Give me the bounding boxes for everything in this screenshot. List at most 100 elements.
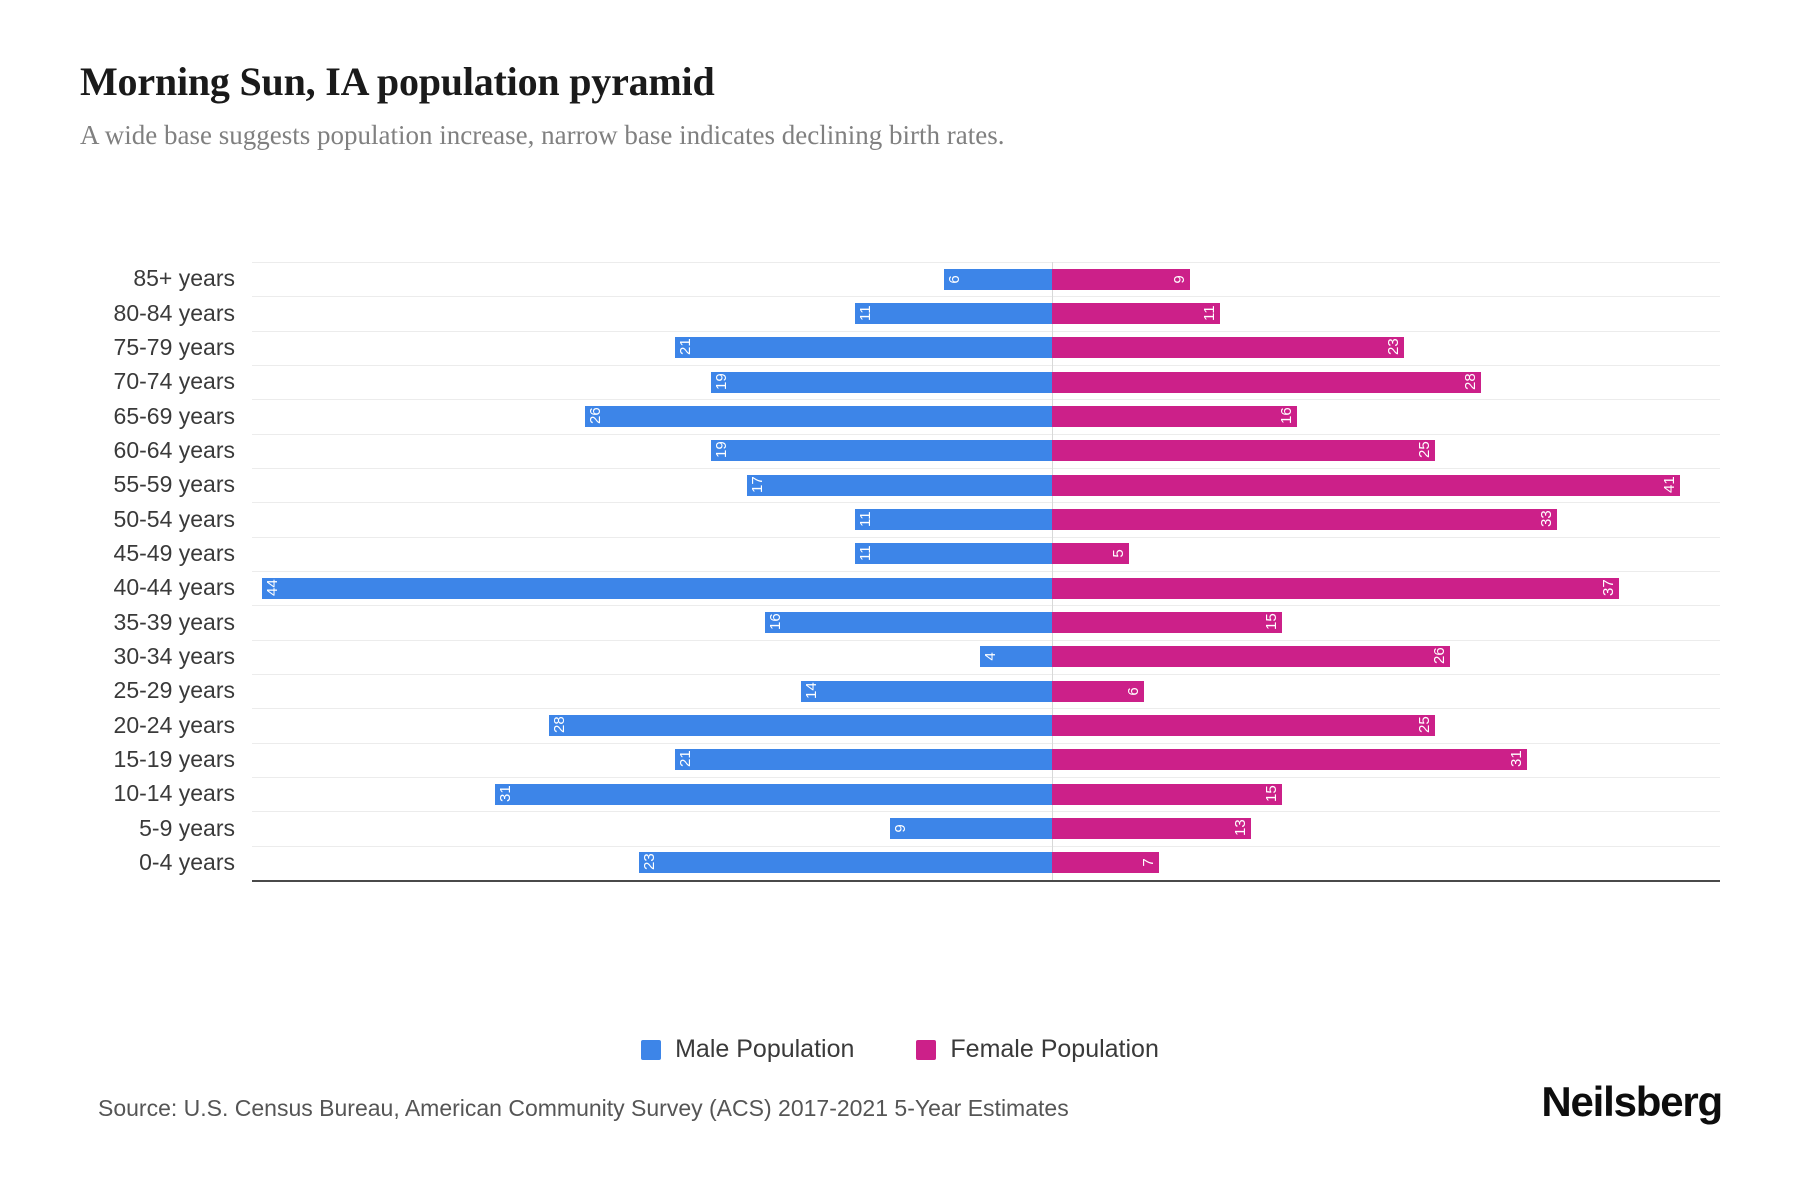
y-axis-tick-label: 35-39 years bbox=[113, 608, 235, 635]
bar-male[interactable]: 11 bbox=[854, 509, 1052, 530]
bar-male[interactable]: 26 bbox=[585, 406, 1052, 427]
bar-female[interactable]: 25 bbox=[1052, 440, 1435, 462]
bar-row-male: 11 33 bbox=[252, 509, 1720, 530]
grid-line bbox=[252, 674, 1720, 675]
bar-value-label-male: 19 bbox=[712, 441, 730, 459]
bar-male[interactable]: 21 bbox=[674, 749, 1052, 771]
bar-female[interactable]: 41 bbox=[1052, 474, 1680, 496]
bar-row-male: 4 26 bbox=[252, 646, 1720, 668]
bar-male[interactable]: 44 bbox=[262, 577, 1052, 599]
bar-male[interactable]: 31 bbox=[495, 783, 1052, 805]
bar-value-label-male: 11 bbox=[856, 511, 874, 527]
bar-female[interactable]: 15 bbox=[1052, 783, 1282, 805]
bar-female[interactable]: 5 bbox=[1052, 543, 1129, 565]
bar-female[interactable]: 31 bbox=[1052, 749, 1527, 771]
legend-item-male[interactable]: Male Population bbox=[641, 1035, 854, 1064]
bar-female[interactable]: 26 bbox=[1052, 646, 1451, 668]
x-axis-line bbox=[252, 880, 1720, 882]
bar-male[interactable]: 17 bbox=[746, 474, 1052, 496]
grid-line bbox=[252, 845, 1720, 847]
bar-value-label-female: 26 bbox=[1431, 647, 1449, 665]
grid-line bbox=[252, 399, 1720, 401]
bar-female[interactable]: 7 bbox=[1052, 852, 1160, 874]
bar-male[interactable]: 16 bbox=[764, 612, 1052, 633]
bar-value-label-female: 15 bbox=[1262, 613, 1280, 630]
bar-male[interactable]: 11 bbox=[854, 543, 1052, 565]
chart-legend: Male Population Female Population bbox=[0, 1035, 1800, 1064]
bar-male[interactable]: 14 bbox=[800, 680, 1052, 702]
bar-value-label-female: 28 bbox=[1461, 372, 1479, 390]
bar-female[interactable]: 33 bbox=[1052, 509, 1558, 530]
bar-row-male: 9 13 bbox=[252, 818, 1720, 839]
bar-value-label-male: 6 bbox=[946, 274, 964, 284]
y-axis-tick-label: 5-9 years bbox=[139, 814, 235, 841]
bar-value-label-female: 37 bbox=[1599, 578, 1617, 596]
bar-value-label-male: 11 bbox=[856, 545, 874, 562]
bar-value-label-male: 21 bbox=[676, 750, 694, 768]
bar-male[interactable]: 28 bbox=[549, 715, 1052, 736]
bar-male[interactable]: 6 bbox=[944, 268, 1052, 290]
bar-female[interactable]: 13 bbox=[1052, 818, 1252, 839]
bar-male[interactable]: 9 bbox=[890, 818, 1052, 839]
y-axis-tick-label: 70-74 years bbox=[113, 368, 235, 395]
bar-female[interactable]: 15 bbox=[1052, 612, 1282, 633]
bar-row-male: 19 25 bbox=[252, 440, 1720, 462]
grid-line bbox=[252, 605, 1720, 607]
grid-line bbox=[252, 742, 1720, 744]
bar-value-label-female: 41 bbox=[1661, 475, 1678, 493]
bar-value-label-female: 33 bbox=[1538, 510, 1556, 527]
bar-value-label-male: 17 bbox=[748, 475, 766, 493]
grid-line bbox=[252, 811, 1720, 813]
bar-female[interactable]: 23 bbox=[1052, 337, 1405, 359]
y-axis-tick-label: 10-14 years bbox=[113, 780, 235, 807]
y-axis-tick-label: 15-19 years bbox=[113, 745, 235, 772]
bar-value-label-male: 26 bbox=[587, 407, 605, 424]
bar-male[interactable]: 21 bbox=[674, 337, 1052, 359]
legend-item-female[interactable]: Female Population bbox=[916, 1035, 1159, 1064]
bar-female[interactable]: 37 bbox=[1052, 577, 1619, 599]
center-axis-line bbox=[1052, 262, 1053, 880]
y-axis-tick-label: 85+ years bbox=[133, 265, 235, 292]
y-axis-tick-label: 0-4 years bbox=[139, 848, 235, 875]
grid-line bbox=[252, 365, 1720, 366]
grid-line bbox=[252, 708, 1720, 710]
bar-male[interactable]: 19 bbox=[710, 371, 1052, 393]
bar-female[interactable]: 6 bbox=[1052, 680, 1144, 702]
bar-female[interactable]: 11 bbox=[1052, 303, 1221, 324]
page-subtitle: A wide base suggests population increase… bbox=[80, 120, 1005, 150]
bar-female[interactable]: 28 bbox=[1052, 371, 1481, 393]
bar-value-label-male: 19 bbox=[712, 372, 730, 390]
legend-label-male: Male Population bbox=[675, 1035, 855, 1063]
legend-label-female: Female Population bbox=[950, 1035, 1159, 1063]
bar-female[interactable]: 9 bbox=[1052, 268, 1190, 290]
grid-line bbox=[252, 639, 1720, 641]
bar-value-label-male: 21 bbox=[676, 338, 694, 356]
bar-row-male: 26 16 bbox=[252, 406, 1720, 427]
bar-value-label-female: 31 bbox=[1507, 750, 1525, 768]
bar-value-label-male: 23 bbox=[641, 853, 659, 871]
bar-value-label-female: 16 bbox=[1278, 407, 1296, 424]
bar-male[interactable]: 19 bbox=[710, 440, 1052, 462]
bar-value-label-female: 5 bbox=[1109, 549, 1127, 558]
brand-logo: Neilsberg bbox=[1541, 1078, 1723, 1125]
bar-row-male: 44 37 bbox=[252, 577, 1720, 599]
y-axis-tick-label: 50-54 years bbox=[113, 505, 235, 532]
bar-value-label-female: 7 bbox=[1140, 858, 1158, 867]
bar-row-male: 21 31 bbox=[252, 749, 1720, 771]
y-axis-tick-label: 65-69 years bbox=[113, 402, 235, 429]
bar-male[interactable]: 23 bbox=[639, 852, 1052, 874]
bar-male[interactable]: 11 bbox=[854, 303, 1052, 324]
grid-line bbox=[252, 433, 1720, 435]
bar-female[interactable]: 16 bbox=[1052, 406, 1298, 427]
bar-row-male: 11 11 bbox=[252, 303, 1720, 324]
grid-line bbox=[252, 296, 1720, 298]
bar-row-male: 16 15 bbox=[252, 612, 1720, 633]
bar-value-label-female: 15 bbox=[1262, 784, 1280, 802]
bar-male[interactable]: 4 bbox=[980, 646, 1052, 668]
bar-value-label-male: 31 bbox=[497, 784, 515, 802]
y-axis-tick-label: 30-34 years bbox=[113, 642, 235, 669]
bar-female[interactable]: 25 bbox=[1052, 715, 1435, 736]
bar-value-label-male: 11 bbox=[856, 305, 874, 321]
grid-line bbox=[252, 536, 1720, 538]
